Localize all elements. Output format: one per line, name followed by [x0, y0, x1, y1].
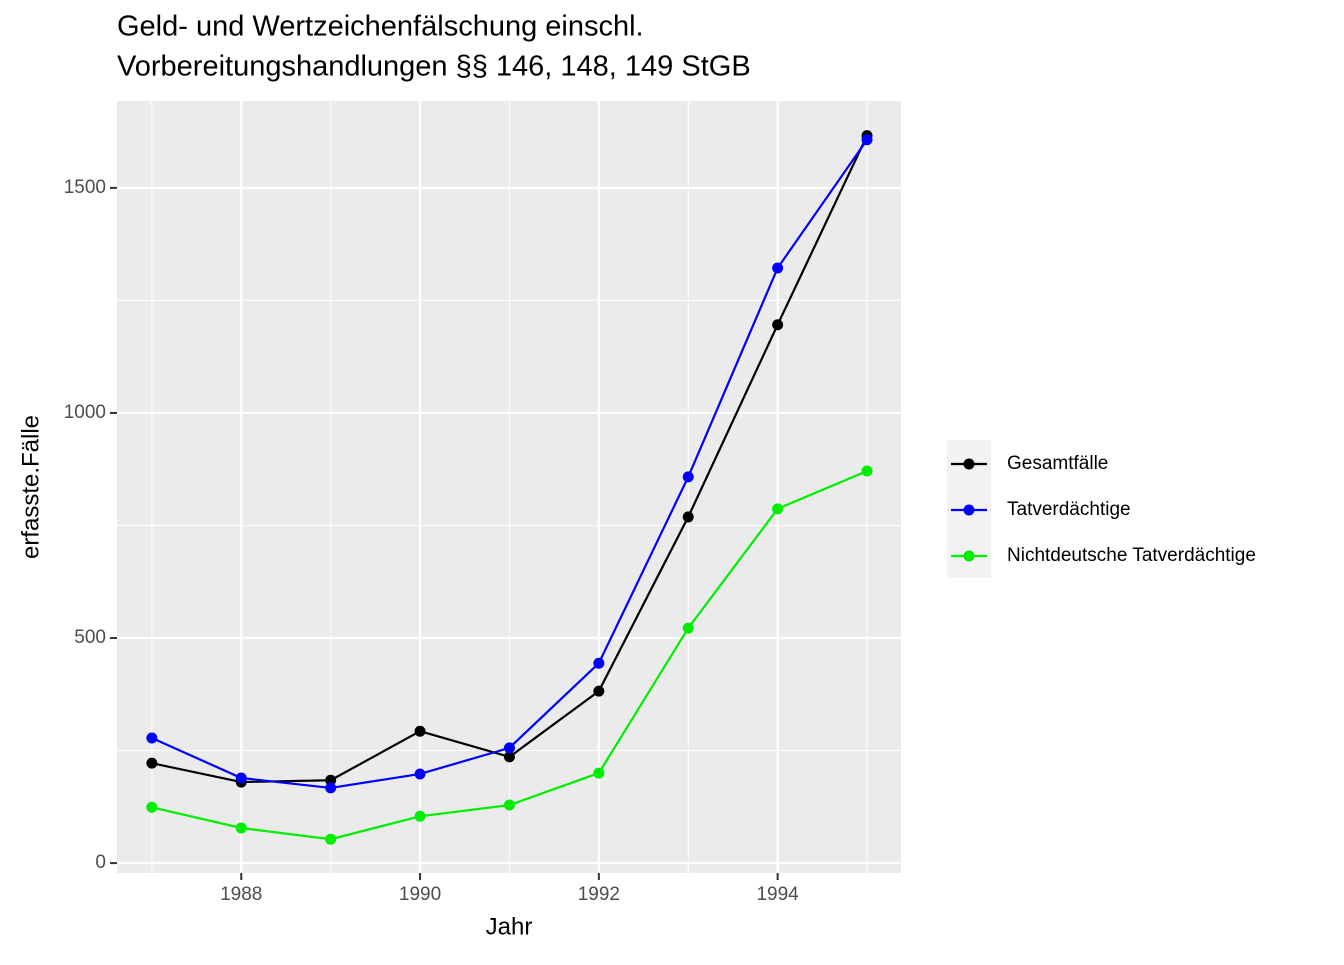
data-point [414, 810, 426, 822]
data-point [146, 732, 158, 744]
legend-label: Tatverdächtige [1007, 499, 1131, 520]
y-tick-label: 0 [95, 852, 106, 873]
data-point [503, 799, 515, 811]
y-tick-label: 1000 [64, 402, 106, 423]
y-axis-label: erfasste.Fälle [17, 415, 44, 559]
data-point [682, 622, 694, 634]
data-point [772, 262, 784, 274]
legend-point [963, 458, 975, 470]
data-point [146, 801, 158, 813]
y-tick-label: 500 [74, 627, 106, 648]
chart-title: Geld- und Wertzeichenfälschung einschl. [117, 11, 644, 43]
legend-point [963, 550, 975, 562]
data-point [682, 471, 694, 483]
data-point [503, 751, 515, 763]
x-tick-label: 1990 [399, 884, 441, 905]
x-tick-label: 1988 [220, 884, 262, 905]
data-point [682, 511, 694, 523]
data-point [414, 725, 426, 737]
data-point [772, 503, 784, 515]
data-point [146, 757, 158, 769]
data-point [593, 767, 605, 779]
data-point [593, 657, 605, 669]
x-tick-label: 1994 [756, 884, 799, 905]
data-point [325, 774, 337, 786]
data-point [503, 742, 515, 754]
x-tick-label: 1992 [578, 884, 620, 905]
data-point [861, 465, 873, 477]
data-point [593, 685, 605, 697]
data-point [325, 833, 337, 845]
data-point [772, 319, 784, 331]
y-tick-label: 1500 [64, 177, 106, 198]
data-point [235, 822, 247, 834]
data-point [861, 134, 873, 146]
data-point [414, 768, 426, 780]
x-axis-label: Jahr [486, 913, 533, 940]
data-point [325, 782, 337, 794]
legend-label: Gesamtfälle [1007, 453, 1108, 474]
legend-label: Nichtdeutsche Tatverdächtige [1007, 545, 1256, 566]
chart-subtitle: Vorbereitungshandlungen §§ 146, 148, 149… [117, 51, 751, 83]
legend-point [963, 504, 975, 516]
data-point [235, 772, 247, 784]
